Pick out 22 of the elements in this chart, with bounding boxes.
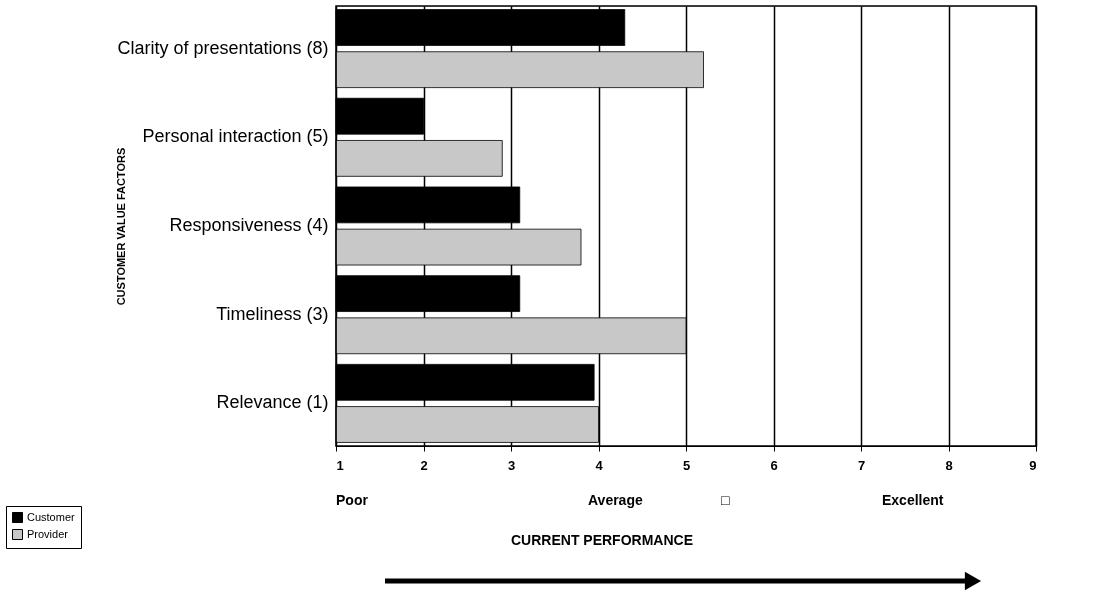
x-tick-label: 2: [420, 457, 428, 473]
y-tick-label: Timeliness (3): [216, 303, 329, 324]
x-tick-label: 9: [1029, 457, 1037, 473]
y-axis-title: CUSTOMER VALUE FACTORS: [114, 147, 127, 306]
text: Average: [588, 492, 643, 508]
text: Excellent: [882, 492, 944, 508]
y-tick-label: Relevance (1): [216, 392, 329, 413]
x-tick-label: 8: [945, 457, 953, 473]
legend-label: Provider: [27, 527, 69, 540]
text: Poor: [336, 492, 369, 508]
x-tick-label: 7: [857, 457, 866, 473]
x-tick-label: 3: [507, 457, 516, 473]
x-tick-label: 1: [336, 457, 344, 473]
y-tick-label: Clarity of presentations (8): [117, 37, 329, 58]
text: □: [721, 492, 730, 508]
x-tick-label: 6: [770, 457, 778, 473]
x-axis-title: CURRENT PERFORMANCE: [511, 532, 693, 548]
y-tick-label: Responsiveness (4): [169, 215, 329, 235]
y-tick-label: Personal interaction (5): [142, 126, 329, 147]
x-tick-label: 5: [682, 457, 691, 473]
x-tick-label: 4: [595, 457, 604, 473]
legend-label: Customer: [27, 510, 76, 523]
